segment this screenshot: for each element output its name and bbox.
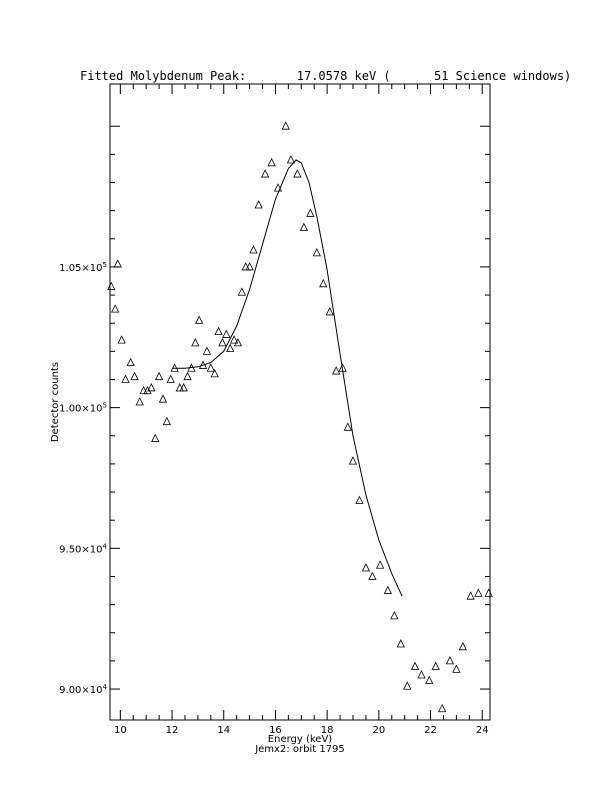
data-point bbox=[260, 169, 270, 178]
x-tick-label: 22 bbox=[424, 725, 437, 736]
data-point bbox=[325, 307, 334, 316]
data-point bbox=[187, 363, 196, 372]
data-point bbox=[237, 287, 246, 296]
data-point bbox=[417, 670, 426, 679]
data-point bbox=[183, 371, 192, 381]
data-point bbox=[126, 357, 135, 367]
data-point bbox=[179, 383, 188, 392]
footer-text: Jemx2: orbit 1795 bbox=[254, 744, 345, 755]
data-point bbox=[396, 639, 405, 648]
data-point bbox=[143, 385, 152, 395]
data-point bbox=[293, 169, 302, 178]
data-point bbox=[229, 335, 239, 344]
data-point bbox=[130, 371, 139, 381]
data-point bbox=[431, 661, 440, 670]
fit-curve bbox=[172, 159, 403, 597]
data-point bbox=[273, 183, 283, 192]
data-point bbox=[299, 222, 309, 231]
data-point bbox=[151, 433, 160, 442]
data-point bbox=[361, 563, 371, 572]
data-point bbox=[281, 121, 290, 130]
x-tick-label: 12 bbox=[166, 725, 179, 736]
data-point bbox=[158, 394, 168, 403]
y-tick-labels: 9.00×104 9.50×104 1.00×105 1.05×105 bbox=[59, 261, 107, 696]
data-point bbox=[111, 304, 120, 313]
data-point bbox=[375, 560, 385, 569]
data-point bbox=[135, 397, 144, 406]
data-point bbox=[170, 363, 179, 372]
data-point bbox=[332, 366, 341, 375]
data-point bbox=[166, 374, 175, 383]
x-tick-label: 24 bbox=[476, 725, 489, 736]
data-point bbox=[267, 157, 276, 167]
data-point bbox=[233, 338, 243, 347]
y-tick-label: 1.00×105 bbox=[59, 402, 107, 415]
data-point bbox=[438, 703, 447, 713]
data-point bbox=[195, 315, 204, 324]
data-point bbox=[202, 346, 212, 355]
data-point bbox=[210, 368, 219, 378]
data-point bbox=[249, 245, 258, 254]
data-point bbox=[312, 247, 321, 257]
data-point bbox=[162, 416, 172, 426]
data-point bbox=[254, 200, 263, 209]
data-point bbox=[154, 371, 164, 381]
data-point bbox=[348, 456, 358, 465]
ticks bbox=[110, 84, 490, 720]
data-point bbox=[425, 675, 434, 685]
x-tick-labels: 10 12 14 16 18 20 22 24 bbox=[114, 725, 489, 736]
y-tick-label: 9.50×104 bbox=[59, 542, 107, 555]
data-point bbox=[218, 338, 227, 347]
data-point bbox=[368, 571, 377, 580]
data-point bbox=[403, 681, 412, 690]
data-point bbox=[286, 155, 296, 164]
data-point bbox=[117, 335, 126, 344]
y-tick-label: 1.05×105 bbox=[59, 261, 107, 274]
data-point bbox=[121, 374, 130, 383]
data-point bbox=[214, 326, 223, 336]
data-point bbox=[113, 259, 122, 268]
data-point bbox=[107, 281, 116, 291]
data-point bbox=[147, 383, 156, 392]
data-point bbox=[355, 495, 364, 504]
data-point bbox=[222, 329, 231, 338]
data-point bbox=[390, 610, 399, 620]
plot-frame bbox=[109, 83, 491, 721]
data-point bbox=[458, 641, 468, 651]
x-axis-label: Energy (keV) bbox=[268, 734, 333, 745]
x-tick-label: 18 bbox=[321, 725, 334, 736]
data-point bbox=[198, 360, 208, 369]
x-tick-label: 14 bbox=[217, 725, 230, 736]
data-point bbox=[338, 363, 347, 372]
x-tick-label: 16 bbox=[269, 725, 282, 736]
x-tick-label: 20 bbox=[372, 725, 385, 736]
data-point bbox=[226, 343, 235, 352]
y-tick-label: 9.00×104 bbox=[59, 683, 107, 696]
data-point bbox=[445, 656, 455, 665]
chart-title: Fitted Molybdenum Peak: 17.0578 keV ( 51… bbox=[80, 69, 571, 83]
data-markers bbox=[107, 121, 493, 713]
data-point bbox=[410, 661, 420, 670]
data-point bbox=[206, 363, 215, 372]
data-point bbox=[191, 338, 200, 347]
data-point bbox=[306, 208, 315, 217]
data-point bbox=[383, 585, 393, 594]
data-point bbox=[474, 588, 483, 597]
data-point bbox=[484, 588, 493, 597]
data-point bbox=[343, 422, 352, 431]
data-point bbox=[245, 262, 254, 271]
x-tick-label: 10 bbox=[114, 725, 127, 736]
data-point bbox=[466, 591, 475, 600]
y-axis-label: Detector counts bbox=[50, 362, 61, 442]
data-point bbox=[452, 664, 461, 673]
data-point bbox=[319, 278, 328, 288]
